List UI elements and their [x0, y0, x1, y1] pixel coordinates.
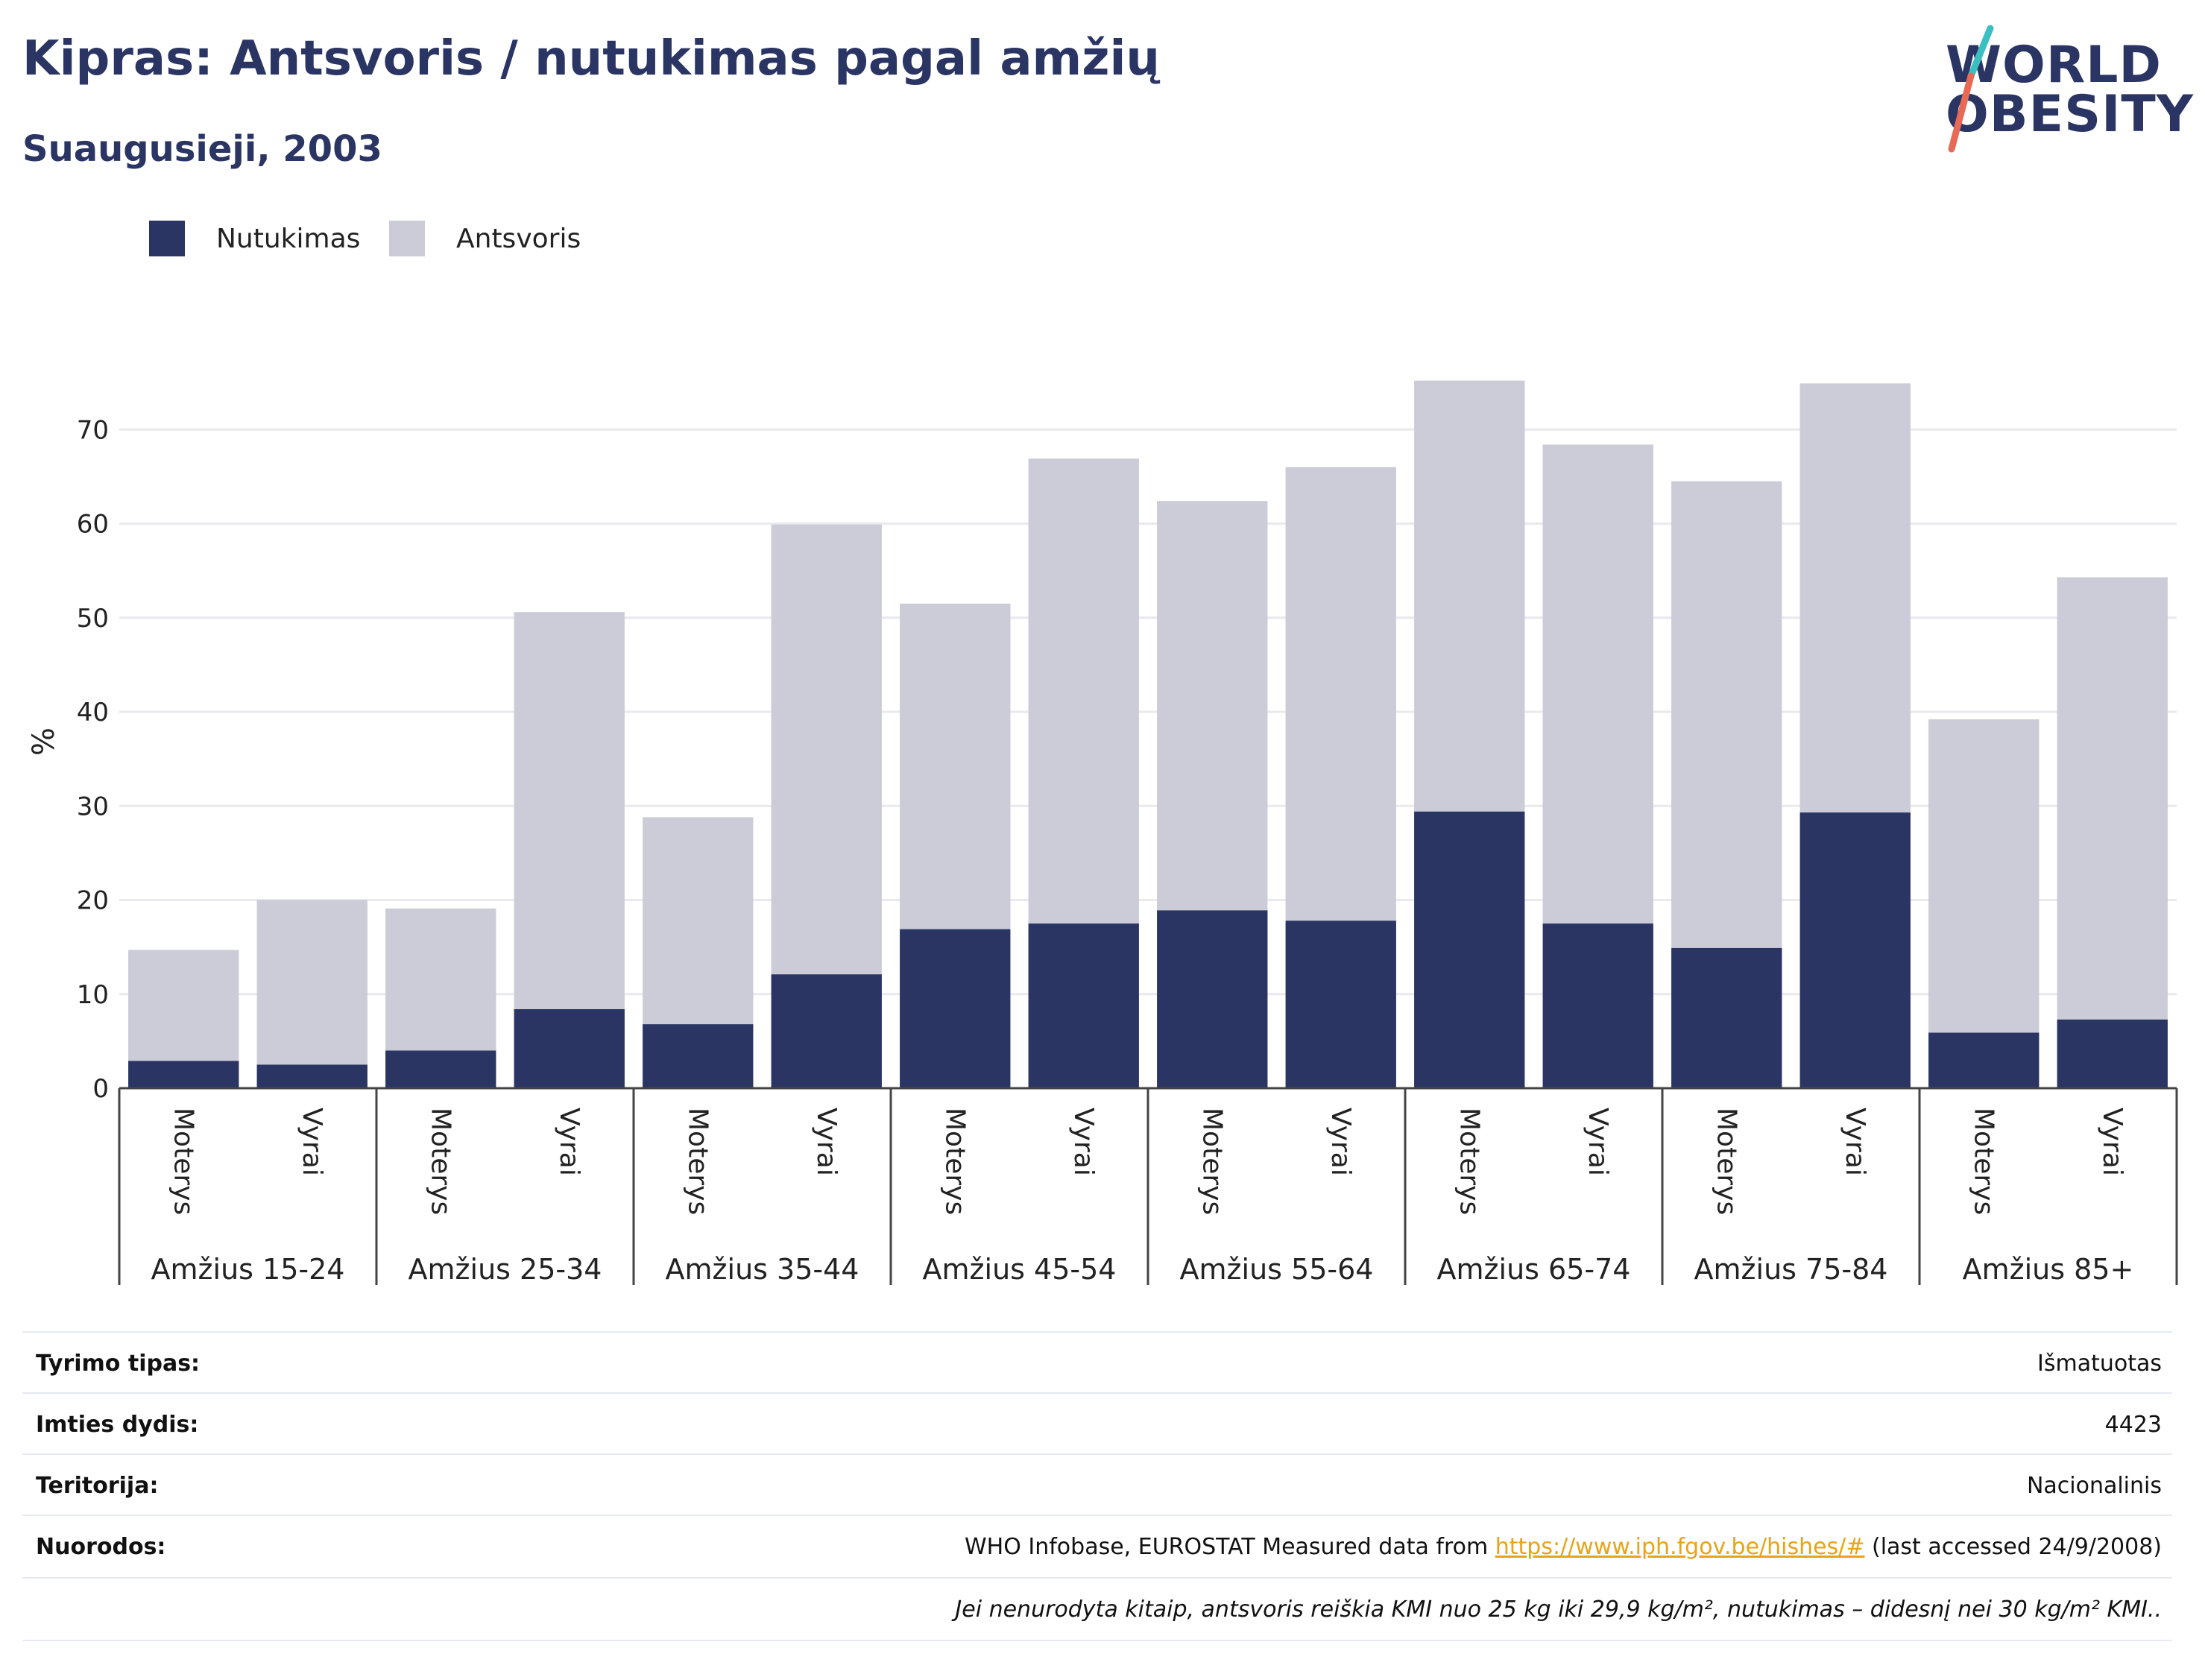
- info-row-note: Jei nenurodyta kitaip, antsvoris reiškia…: [22, 1577, 2172, 1640]
- bar-obesity: [1799, 812, 1911, 1088]
- x-group-label: Amžius 55-64: [1180, 1253, 1374, 1286]
- legend-label-obesity: Nutukimas: [216, 223, 361, 254]
- bar-overweight: [256, 900, 368, 1065]
- x-subcategory-label: Vyrai: [554, 1108, 584, 1176]
- x-group-label: Amžius 85+: [1963, 1253, 2134, 1286]
- info-label-survey-type: Tyrimo tipas:: [36, 1350, 201, 1377]
- x-subcategory-label: Moterys: [168, 1108, 198, 1215]
- bar-overweight: [1157, 501, 1268, 911]
- x-group-label: Amžius 25-34: [408, 1253, 602, 1286]
- y-tick-label: 10: [77, 980, 109, 1010]
- info-row-sample-size: Imties dydis: 4423: [22, 1392, 2172, 1455]
- bar-obesity: [256, 1064, 368, 1088]
- info-bottom-rule: [22, 1640, 2172, 1641]
- logo-slash-teal: [1967, 25, 1994, 80]
- x-subcategory-label: Moterys: [682, 1108, 713, 1215]
- bar-overweight: [1285, 467, 1396, 921]
- bar-obesity: [1157, 910, 1268, 1088]
- bar-overweight: [643, 817, 754, 1025]
- x-group-label: Amžius 65-74: [1437, 1253, 1631, 1286]
- info-row-survey-type: Tyrimo tipas: Išmatuotas: [22, 1331, 2172, 1394]
- references-link[interactable]: https://www.iph.fgov.be/hishes/#: [1495, 1533, 1865, 1560]
- logo-word-obesity: OBESITY: [1946, 85, 2194, 144]
- bar-overweight: [2057, 577, 2168, 1020]
- info-label-sample-size: Imties dydis:: [36, 1411, 199, 1438]
- x-subcategory-label: Moterys: [1454, 1108, 1484, 1215]
- world-obesity-logo[interactable]: WORLD OBESITY: [1938, 22, 2193, 157]
- info-value-references: WHO Infobase, EUROSTAT Measured data fro…: [965, 1534, 2172, 1560]
- y-tick-label: 40: [77, 698, 109, 727]
- info-row-territory: Teritorija: Nacionalinis: [22, 1453, 2172, 1516]
- bar-overweight: [1799, 383, 1911, 813]
- y-axis-label: %: [27, 727, 61, 756]
- logo-slash-icon: [1948, 25, 1994, 153]
- references-suffix: (last accessed 24/9/2008): [1864, 1533, 2162, 1560]
- x-subcategory-label: Moterys: [425, 1108, 455, 1215]
- x-subcategory-label: Vyrai: [1840, 1108, 1870, 1176]
- x-group-label: Amžius 15-24: [151, 1253, 345, 1286]
- x-subcategory-label: Moterys: [1711, 1108, 1741, 1215]
- bar-overweight: [900, 603, 1011, 929]
- x-group-label: Amžius 35-44: [666, 1253, 859, 1286]
- y-tick-label: 60: [77, 510, 109, 540]
- y-tick-label: 70: [77, 415, 109, 445]
- info-row-references: Nuorodos: WHO Infobase, EUROSTAT Measure…: [22, 1515, 2172, 1577]
- bar-overweight: [128, 950, 239, 1061]
- bar-obesity: [1028, 923, 1139, 1088]
- y-tick-label: 30: [77, 792, 109, 821]
- x-subcategory-label: Vyrai: [811, 1108, 842, 1176]
- legend-swatch-obesity: [149, 221, 185, 256]
- bar-overweight: [514, 612, 625, 1009]
- bar-obesity: [1414, 811, 1525, 1088]
- info-value-territory: Nacionalinis: [2026, 1472, 2162, 1499]
- info-value-sample-size: 4423: [2104, 1411, 2162, 1438]
- y-tick-label: 20: [77, 886, 109, 916]
- bar-obesity: [385, 1050, 496, 1088]
- info-label-references: Nuorodos:: [36, 1533, 166, 1560]
- x-group-label: Amžius 75-84: [1694, 1253, 1888, 1286]
- bar-overweight: [1542, 444, 1653, 924]
- bar-obesity: [771, 974, 882, 1088]
- x-subcategory-label: Moterys: [939, 1108, 970, 1215]
- chart-subtitle: Suaugusieji, 2003: [22, 128, 382, 170]
- references-prefix: WHO Infobase, EUROSTAT Measured data fro…: [965, 1533, 1495, 1560]
- bar-obesity: [1542, 923, 1653, 1088]
- legend-item-overweight[interactable]: Antsvoris: [389, 221, 581, 256]
- y-tick-label: 50: [77, 604, 109, 634]
- info-label-territory: Teritorija:: [36, 1472, 159, 1499]
- bar-overweight: [1671, 481, 1782, 948]
- x-subcategory-label: Moterys: [1968, 1108, 1999, 1215]
- x-subcategory-label: Vyrai: [1068, 1108, 1099, 1176]
- legend-label-overweight: Antsvoris: [456, 223, 581, 254]
- bar-obesity: [128, 1061, 239, 1088]
- logo-slash-red: [1948, 72, 1975, 153]
- x-subcategory-label: Vyrai: [1583, 1108, 1613, 1176]
- bar-obesity: [900, 929, 1011, 1088]
- x-subcategory-label: Vyrai: [297, 1108, 327, 1176]
- x-subcategory-label: Vyrai: [1325, 1108, 1356, 1176]
- bar-obesity: [643, 1024, 754, 1088]
- definition-note: Jei nenurodyta kitaip, antsvoris reiškia…: [955, 1596, 2162, 1623]
- chart-title: Kipras: Antsvoris / nutukimas pagal amži…: [22, 31, 1160, 86]
- x-subcategory-label: Moterys: [1196, 1108, 1227, 1215]
- x-subcategory-label: Vyrai: [2097, 1108, 2127, 1176]
- stacked-bar-chart: 0 10 20 30 40 50 60 70% Moterys Vyrai Moterys Vyrai…: [27, 380, 2178, 1286]
- y-tick-label: 0: [92, 1074, 109, 1104]
- bar-overweight: [385, 908, 496, 1051]
- x-group-label: Amžius 45-54: [923, 1253, 1117, 1286]
- info-value-survey-type: Išmatuotas: [2037, 1350, 2162, 1377]
- bar-overweight: [1414, 380, 1525, 812]
- bar-overweight: [1028, 458, 1139, 924]
- bar-obesity: [2057, 1019, 2168, 1088]
- bar-overweight: [771, 524, 882, 975]
- bar-obesity: [1928, 1032, 2040, 1088]
- bar-obesity: [1671, 947, 1782, 1088]
- bar-overweight: [1928, 719, 2040, 1033]
- bar-obesity: [1285, 920, 1396, 1088]
- legend-item-obesity[interactable]: Nutukimas: [149, 221, 360, 256]
- bar-obesity: [514, 1008, 625, 1088]
- legend-swatch-overweight: [389, 221, 425, 256]
